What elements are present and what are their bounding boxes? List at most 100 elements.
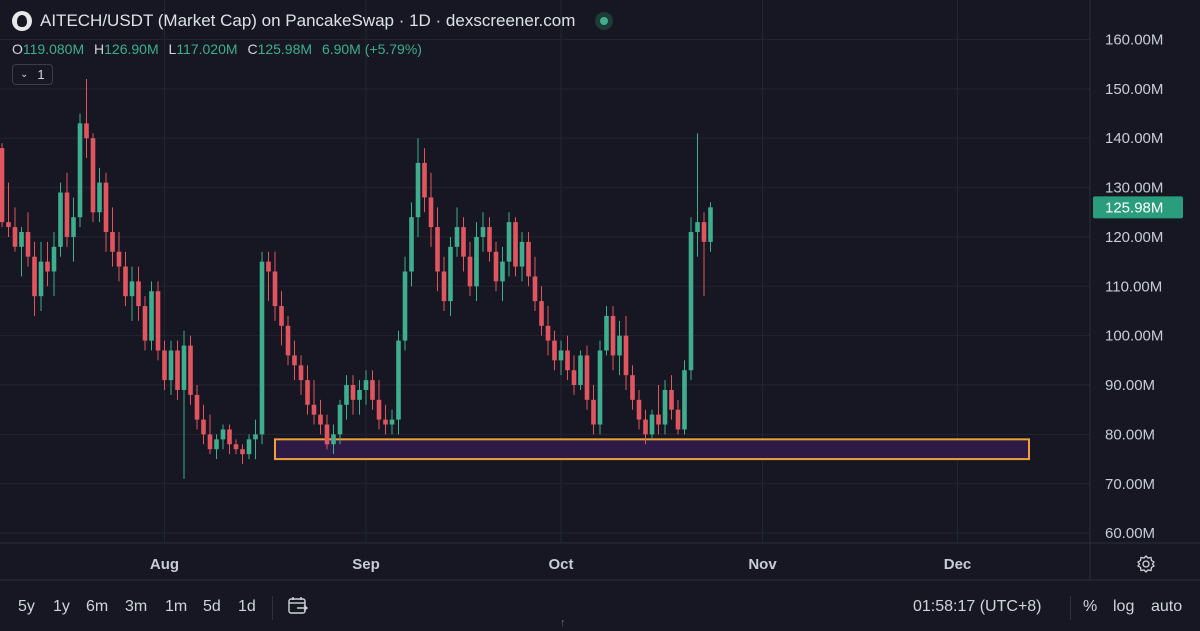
indicator-toggle-button[interactable]: ⌄ 1 [12, 64, 53, 85]
candle-body [695, 222, 700, 233]
candle-body [422, 162, 427, 198]
candle [584, 345, 590, 410]
candle-body [32, 256, 37, 297]
last-price-tag-layer: 125.98M [1093, 196, 1183, 219]
candle [64, 172, 70, 247]
candle [396, 330, 401, 435]
candle [337, 399, 343, 445]
candle-body [701, 222, 707, 242]
candle-body [149, 291, 154, 341]
candle-body [669, 389, 674, 410]
candle-body [610, 315, 616, 356]
settings-icon[interactable] [1136, 554, 1156, 574]
percent-scale-toggle[interactable]: % [1083, 598, 1098, 615]
candle [701, 212, 707, 297]
candle-body [305, 380, 310, 405]
candle-body [435, 227, 440, 272]
candle [194, 385, 200, 430]
support-zone-rectangle [274, 438, 1030, 461]
chart-title: AITECH/USDT (Market Cap) on PancakeSwap … [40, 11, 576, 30]
candle-body [19, 232, 24, 247]
candle [643, 409, 648, 445]
range-1m-button[interactable]: 1m [165, 598, 188, 615]
log-scale-toggle[interactable]: log [1113, 598, 1135, 615]
range-1d-button[interactable]: 1d [238, 598, 256, 615]
candle [214, 434, 219, 460]
candle-body [0, 148, 5, 223]
candle-body [38, 261, 44, 297]
candle [103, 172, 109, 252]
calendar-goto-icon[interactable] [287, 596, 309, 616]
candle-body [155, 291, 161, 351]
range-5y-button[interactable]: 5y [18, 598, 35, 615]
candle-body [604, 315, 609, 351]
candle [181, 330, 187, 479]
candle-body [253, 434, 258, 440]
candle [656, 385, 661, 435]
candle-body [188, 345, 193, 395]
candle [565, 335, 570, 381]
candle [389, 409, 395, 435]
candle-body [376, 399, 382, 420]
candle [662, 380, 668, 435]
open-value: 119.080M [22, 41, 85, 57]
candle [682, 360, 687, 435]
candles [0, 78, 713, 479]
toolbar-divider [1070, 596, 1071, 620]
auto-scale-toggle[interactable]: auto [1151, 598, 1183, 615]
price-axis: 60.00M 70.00M 80.00M 90.00M 100.00M 110.00M 12… [1105, 31, 1163, 542]
candle [220, 424, 226, 450]
candle-body [71, 217, 76, 237]
candle-body [84, 123, 89, 139]
candle-body [649, 414, 655, 435]
price-tick-label: 110.00M [1105, 278, 1162, 295]
candle-body [656, 414, 661, 425]
candle [136, 266, 141, 321]
price-tick-label: 70.00M [1105, 476, 1155, 493]
candle [493, 241, 499, 292]
candle-body [532, 276, 538, 302]
candle [331, 424, 336, 455]
price-tick-label: 120.00M [1105, 229, 1163, 246]
range-5d-button[interactable]: 5d [203, 598, 221, 615]
candle-body [578, 355, 583, 386]
candle-body [662, 389, 668, 425]
range-6m-button[interactable]: 6m [86, 598, 109, 615]
expand-panel-icon[interactable]: ↑ [560, 617, 566, 629]
candle-body [643, 419, 648, 435]
candle [435, 207, 440, 292]
candle-body [500, 261, 505, 282]
candle [298, 355, 304, 395]
candle-body [708, 207, 713, 242]
candle-body [240, 449, 245, 455]
range-1y-button[interactable]: 1y [53, 598, 70, 615]
candle [604, 306, 609, 356]
live-status-icon [595, 12, 614, 30]
time-tick-label: Oct [548, 556, 573, 573]
candle [649, 409, 655, 440]
candle [610, 306, 616, 371]
candle-body [331, 434, 336, 445]
time-tick-label: Sep [352, 556, 380, 573]
candle-body [201, 419, 206, 435]
candle [532, 256, 538, 311]
candle [58, 182, 63, 257]
clock-timezone[interactable]: 01:58:17 (UTC+8) [913, 598, 1042, 615]
candle-body [214, 439, 219, 450]
candle-body [519, 241, 525, 267]
range-3m-button[interactable]: 3m [125, 598, 148, 615]
candle-body [409, 217, 414, 272]
candle-body [220, 429, 226, 440]
candle-body [12, 227, 18, 247]
candle-body [688, 232, 694, 371]
candle [500, 246, 505, 302]
candle [19, 227, 24, 277]
candle [695, 133, 700, 257]
candle [38, 241, 44, 311]
candle [571, 355, 577, 395]
candle-body [266, 261, 271, 272]
candle [578, 350, 583, 390]
last-price-tag [1093, 196, 1183, 219]
